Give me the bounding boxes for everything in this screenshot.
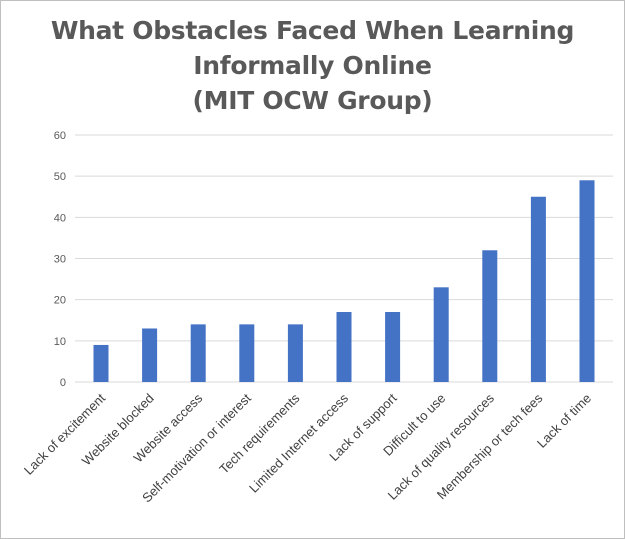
y-tick-label: 0 — [60, 377, 66, 389]
y-tick-label: 50 — [54, 171, 66, 183]
bar — [142, 328, 158, 382]
y-axis-ticks: 0 10 20 30 40 50 60 — [54, 130, 66, 389]
bar — [287, 324, 303, 382]
y-tick-label: 60 — [54, 130, 66, 142]
chart-title-line-3: (MIT OCW Group) — [192, 86, 433, 115]
bar — [482, 250, 498, 382]
chart-title-line-2: Informally Online — [193, 51, 432, 80]
bar — [190, 324, 206, 382]
chart-title: What Obstacles Faced When Learning Infor… — [1, 13, 624, 118]
bar — [336, 312, 352, 382]
y-tick-label: 40 — [54, 212, 66, 224]
bar — [433, 287, 449, 382]
bar — [579, 180, 595, 382]
x-category-label: Tech requirements — [216, 390, 303, 477]
x-category-label: Lack of excitement — [21, 390, 109, 478]
chart-title-line-1: What Obstacles Faced When Learning — [50, 16, 575, 45]
bar — [385, 312, 401, 382]
y-tick-label: 20 — [54, 295, 66, 307]
bar — [239, 324, 255, 382]
bar — [530, 196, 546, 382]
bar — [93, 344, 109, 382]
bars — [93, 180, 595, 382]
y-tick-label: 10 — [54, 336, 66, 348]
y-tick-label: 30 — [54, 254, 66, 266]
